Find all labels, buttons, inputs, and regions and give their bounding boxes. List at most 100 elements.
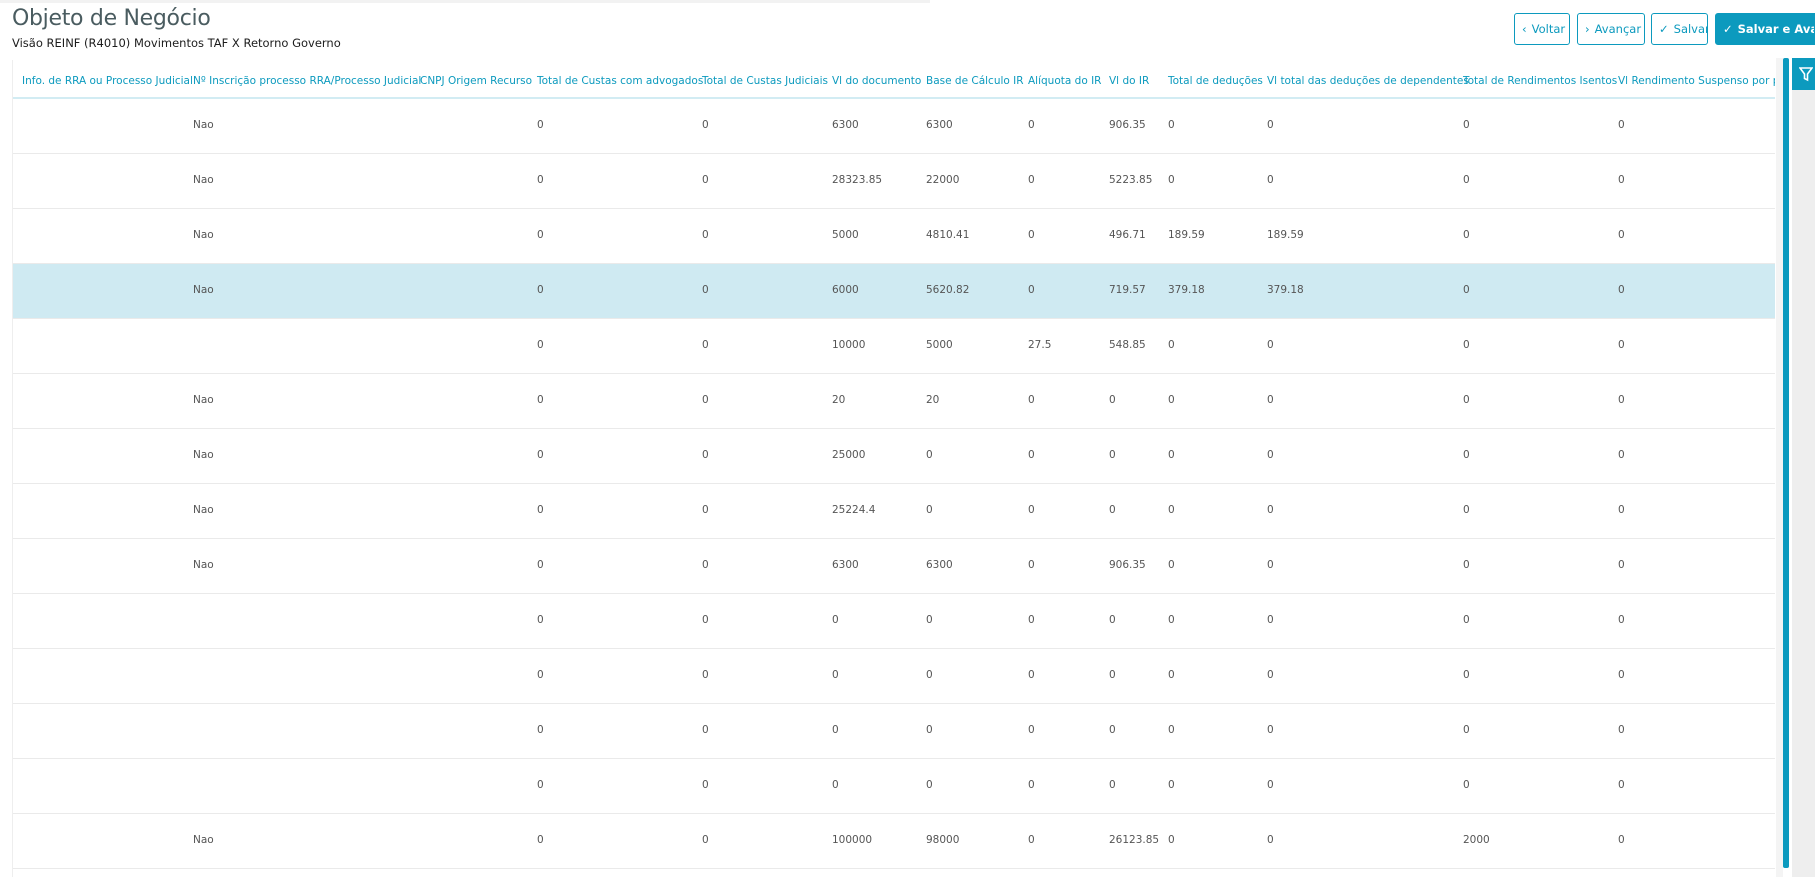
table-row[interactable]: Nao 0 0 25000 0 0 0 0 0 0 0: [13, 429, 1775, 484]
table-row[interactable]: Nao 0 0 5000 4810.41 0 496.71 189.59 189.59 0 0: [13, 209, 1775, 264]
table-cell: 0: [1618, 119, 1625, 131]
scrollbar-track[interactable]: [1776, 58, 1783, 877]
table-cell: 0: [702, 449, 709, 461]
table-cell: 5000: [832, 229, 859, 241]
table-cell: 28323.85: [832, 174, 883, 186]
table-cell: Nao: [193, 449, 214, 461]
table-cell: 0: [1618, 724, 1625, 736]
column-header[interactable]: Base de Cálculo IR: [926, 75, 1024, 87]
table-row[interactable]: Nao 0 0 6300 6300 0 906.35 0 0 0 0: [13, 539, 1775, 594]
table-cell: 0: [537, 284, 544, 296]
table-cell: 100000: [832, 834, 873, 846]
table-cell: 0: [1028, 834, 1035, 846]
table-cell: 0: [1267, 724, 1274, 736]
table-cell: 0: [1028, 174, 1035, 186]
filter-button[interactable]: [1792, 58, 1815, 90]
table-cell: 189.59: [1267, 229, 1304, 241]
column-header[interactable]: Alíquota do IR: [1028, 75, 1102, 87]
table-row[interactable]: 0 0 0 0 0 0 0 0 0 0: [13, 759, 1775, 814]
table-row[interactable]: Nao 0 0 100000 98000 0 26123.85 0 0 2000 0: [13, 814, 1775, 869]
table-cell: 0: [1267, 339, 1274, 351]
column-header[interactable]: Nº Inscrição processo RRA/Processo Judic…: [193, 75, 422, 87]
column-header[interactable]: Vl total das deduções de dependentes: [1267, 75, 1469, 87]
table-cell: Nao: [193, 559, 214, 571]
table-cell: 0: [1168, 339, 1175, 351]
table-cell: 0: [1168, 779, 1175, 791]
table-cell: 0: [926, 449, 933, 461]
table-cell: 0: [537, 614, 544, 626]
table-header: Info. de RRA ou Processo Judicial Nº Insc…: [13, 60, 1775, 99]
table-cell: 0: [1267, 449, 1274, 461]
column-header[interactable]: Total de Rendimentos Isentos: [1463, 75, 1618, 87]
table-cell: 98000: [926, 834, 960, 846]
table-row[interactable]: Nao 0 0 6000 5620.82 0 719.57 379.18 379.18 0 0: [13, 264, 1775, 319]
table-cell: 0: [1109, 394, 1116, 406]
table-cell: 0: [537, 449, 544, 461]
table-row[interactable]: 0 0 0 0 0 0 0 0 0 0: [13, 594, 1775, 649]
table-cell: 0: [1168, 394, 1175, 406]
table-cell: 0: [702, 779, 709, 791]
column-header[interactable]: Total de deduções: [1168, 75, 1263, 87]
table-cell: 0: [537, 669, 544, 681]
table-cell: 0: [1618, 779, 1625, 791]
table-cell: 0: [1267, 559, 1274, 571]
save-and-forward-button[interactable]: ✓Salvar e Avançar: [1715, 13, 1815, 45]
table-cell: 5620.82: [926, 284, 970, 296]
table-cell: 6300: [926, 119, 953, 131]
table-cell: 0: [702, 614, 709, 626]
table-cell: 0: [1618, 394, 1625, 406]
table-cell: 0: [702, 394, 709, 406]
table-cell: 0: [1618, 339, 1625, 351]
table-row[interactable]: 0 0 0 0 0 0 0 0 0 0: [13, 649, 1775, 704]
table-cell: 0: [702, 504, 709, 516]
save-button[interactable]: ✓ Salvar: [1651, 13, 1708, 45]
table-cell: 0: [702, 339, 709, 351]
table-row[interactable]: Nao 0 0 20 20 0 0 0 0 0 0: [13, 374, 1775, 429]
page-subtitle: Visão REINF (R4010) Movimentos TAF X Ret…: [12, 36, 341, 50]
table-row[interactable]: Nao 0 0 25224.4 0 0 0 0 0 0 0: [13, 484, 1775, 539]
table-cell: 6300: [926, 559, 953, 571]
scrollbar-thumb[interactable]: [1783, 58, 1789, 868]
table-cell: 0: [1618, 559, 1625, 571]
table-row[interactable]: 0 0 10000 5000 27.5 548.85 0 0 0 0: [13, 319, 1775, 374]
table-cell: 0: [1028, 614, 1035, 626]
top-divider: [0, 0, 930, 3]
table-cell: 0: [1028, 394, 1035, 406]
column-header[interactable]: Total de Custas Judiciais: [702, 75, 828, 87]
table-cell: 22000: [926, 174, 960, 186]
table-cell: 0: [1028, 504, 1035, 516]
column-header[interactable]: Info. de RRA ou Processo Judicial: [22, 75, 193, 87]
table-cell: Nao: [193, 504, 214, 516]
table-cell: 0: [1267, 669, 1274, 681]
table-cell: 0: [926, 724, 933, 736]
table-cell: 0: [1618, 504, 1625, 516]
table-cell: 25224.4: [832, 504, 876, 516]
column-header[interactable]: Vl do documento: [832, 75, 922, 87]
column-header[interactable]: Vl Rendimento Suspenso por pro: [1618, 75, 1775, 87]
data-table: Info. de RRA ou Processo Judicial Nº Insc…: [12, 60, 1775, 877]
table-row[interactable]: Nao 0 0 28323.85 22000 0 5223.85 0 0 0 0: [13, 154, 1775, 209]
table-cell: 6300: [832, 119, 859, 131]
table-cell: 189.59: [1168, 229, 1205, 241]
table-row[interactable]: 0 0 0 0 0 0 0 0 0 0: [13, 704, 1775, 759]
table-cell: 0: [1618, 669, 1625, 681]
table-cell: 906.35: [1109, 119, 1146, 131]
table-cell: 0: [1168, 504, 1175, 516]
table-cell: 0: [702, 834, 709, 846]
forward-button[interactable]: › Avançar: [1577, 13, 1645, 45]
table-cell: Nao: [193, 394, 214, 406]
table-cell: 0: [1168, 614, 1175, 626]
table-cell: 0: [1028, 669, 1035, 681]
table-cell: 0: [1168, 834, 1175, 846]
back-button[interactable]: ‹ Voltar: [1514, 13, 1570, 45]
table-row[interactable]: Nao 0 0 6300 6300 0 906.35 0 0 0 0: [13, 99, 1775, 154]
check-icon: ✓: [1723, 22, 1733, 36]
column-header[interactable]: Vl do IR: [1109, 75, 1150, 87]
column-header[interactable]: Total de Custas com advogados: [537, 75, 704, 87]
table-cell: 0: [1463, 449, 1470, 461]
table-cell: 0: [1463, 174, 1470, 186]
table-cell: 0: [702, 229, 709, 241]
column-header[interactable]: CNPJ Origem Recurso: [420, 75, 533, 87]
table-cell: Nao: [193, 834, 214, 846]
table-cell: 0: [1463, 119, 1470, 131]
